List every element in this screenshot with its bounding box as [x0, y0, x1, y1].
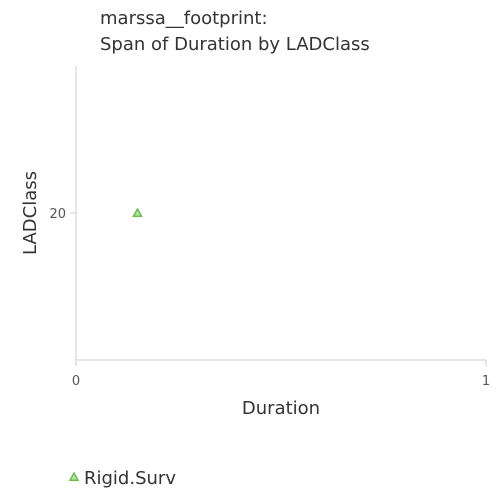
x-axis-label: Duration	[242, 398, 320, 419]
data-point[interactable]	[132, 207, 143, 217]
legend-marker	[68, 471, 80, 481]
y-axis-label: LADClass	[20, 171, 41, 255]
data-points	[132, 207, 143, 217]
chart-title-line-1: marssa__footprint:	[100, 8, 268, 29]
y-tick-label: 20	[49, 207, 66, 222]
legend-label[interactable]: Rigid.Surv	[84, 468, 176, 489]
legend[interactable]: Rigid.Surv	[68, 468, 176, 489]
y-ticks: 20	[49, 207, 76, 222]
chart-title-line-2: Span of Duration by LADClass	[100, 34, 370, 55]
x-tick-label: 0	[72, 374, 80, 389]
x-tick-label: 1	[482, 374, 490, 389]
